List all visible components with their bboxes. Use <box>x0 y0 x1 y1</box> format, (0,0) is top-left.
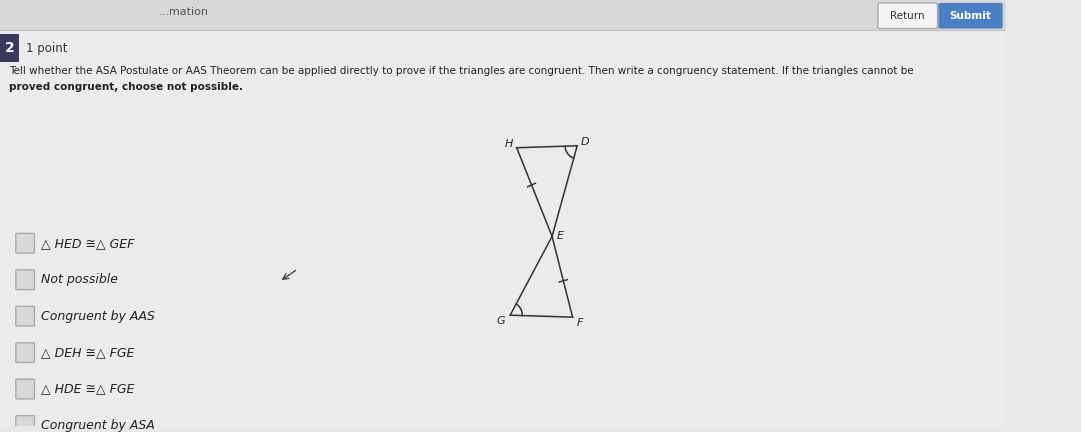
Text: ...mation: ...mation <box>158 7 209 17</box>
Text: △ DEH ≅△ FGE: △ DEH ≅△ FGE <box>41 346 134 359</box>
Text: Congruent by ASA: Congruent by ASA <box>41 419 155 432</box>
FancyBboxPatch shape <box>0 29 1006 426</box>
Text: Congruent by AAS: Congruent by AAS <box>41 310 155 323</box>
Text: 1 point: 1 point <box>26 42 68 55</box>
FancyBboxPatch shape <box>16 270 35 289</box>
Text: 2: 2 <box>4 41 14 55</box>
FancyBboxPatch shape <box>938 3 1003 29</box>
Text: E: E <box>557 232 564 241</box>
FancyBboxPatch shape <box>0 35 18 62</box>
Text: △ HDE ≅△ FGE: △ HDE ≅△ FGE <box>41 383 134 396</box>
Text: Submit: Submit <box>949 11 991 21</box>
Text: G: G <box>496 316 505 326</box>
FancyBboxPatch shape <box>16 306 35 326</box>
Text: Return: Return <box>891 11 925 21</box>
Text: F: F <box>577 318 583 328</box>
Text: Not possible: Not possible <box>41 273 118 286</box>
Text: △ HED ≅△ GEF: △ HED ≅△ GEF <box>41 237 134 250</box>
FancyBboxPatch shape <box>16 233 35 253</box>
FancyBboxPatch shape <box>878 3 937 29</box>
FancyBboxPatch shape <box>16 379 35 399</box>
Text: proved congruent, choose not possible.: proved congruent, choose not possible. <box>10 82 243 92</box>
Text: Tell whether the ASA Postulate or AAS Theorem can be applied directly to prove i: Tell whether the ASA Postulate or AAS Th… <box>10 66 913 76</box>
FancyBboxPatch shape <box>16 343 35 362</box>
Text: H: H <box>505 139 513 149</box>
Text: D: D <box>580 137 589 147</box>
FancyBboxPatch shape <box>16 416 35 432</box>
FancyBboxPatch shape <box>0 0 1006 29</box>
